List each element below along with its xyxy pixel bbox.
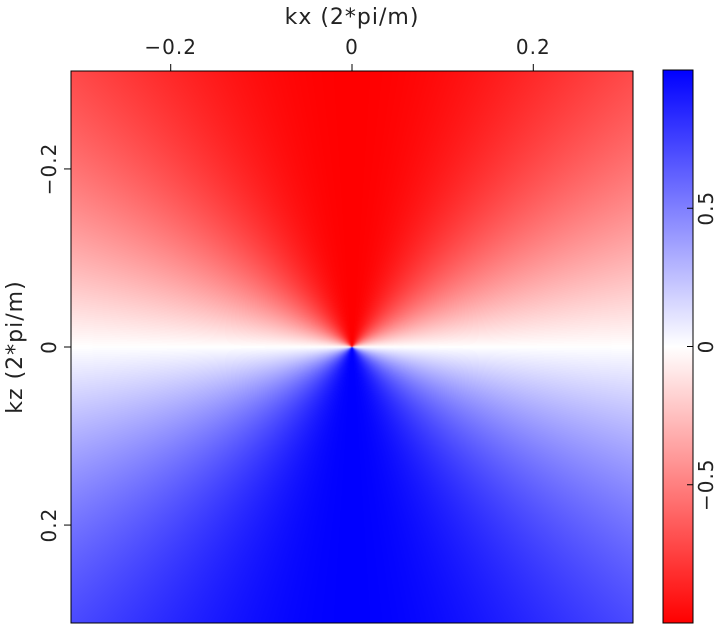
y-tick-label-2: 0.2 <box>37 508 61 543</box>
colorbar-tick-label-1: 0 <box>694 340 718 354</box>
colorbar-ticks: 0.5 0 −0.5 <box>687 191 718 511</box>
x-tick-label-1: 0 <box>345 35 359 59</box>
x-tick-label-0: −0.2 <box>144 35 197 59</box>
x-axis-label: kx (2*pi/m) <box>285 5 420 30</box>
y-axis-ticks: −0.2 0 0.2 <box>37 143 71 543</box>
y-axis-label: kz (2*pi/m) <box>3 280 28 413</box>
colorbar: 0.5 0 −0.5 <box>662 69 718 624</box>
y-tick-label-1: 0 <box>37 340 61 354</box>
y-tick-label-0: −0.2 <box>37 143 61 196</box>
heatmap-container <box>71 71 633 623</box>
x-tick-label-2: 0.2 <box>516 35 551 59</box>
colorbar-tick-label-2: −0.5 <box>694 458 718 511</box>
x-axis-ticks: −0.2 0 0.2 <box>144 35 550 71</box>
colorbar-tick-label-0: 0.5 <box>694 191 718 226</box>
plot-area <box>70 70 634 624</box>
heatmap-image <box>71 71 633 623</box>
